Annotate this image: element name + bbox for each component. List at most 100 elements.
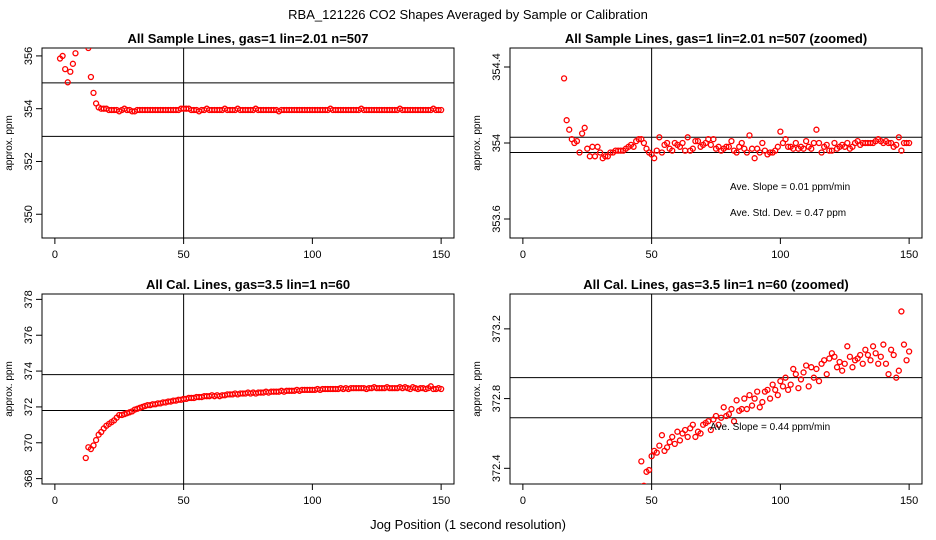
data-point (78, 1, 83, 6)
data-point (630, 143, 637, 150)
data-point (808, 364, 815, 371)
data-point (898, 308, 905, 315)
data-point (733, 397, 740, 404)
data-point (681, 426, 689, 434)
data-point (769, 381, 776, 388)
data-point (730, 418, 738, 425)
x-tick-label: 100 (771, 249, 789, 261)
data-point (756, 404, 763, 411)
data-point (857, 351, 864, 359)
data-point (584, 145, 591, 152)
data-point (759, 398, 766, 406)
data-point (563, 117, 570, 124)
panel-title: All Cal. Lines, gas=3.5 lin=1 n=60 (146, 277, 350, 292)
annotation: Ave. Std. Dev. = 0.47 ppm (730, 208, 846, 219)
data-point (671, 440, 678, 448)
data-point (808, 145, 815, 152)
data-point (882, 360, 890, 367)
data-point (859, 360, 866, 367)
data-point (669, 147, 676, 154)
data-point (743, 405, 751, 413)
data-point (898, 147, 905, 154)
plot-frame (41, 47, 455, 239)
data-point (792, 371, 799, 378)
data-point (728, 137, 735, 145)
data-point (676, 437, 684, 444)
data-point (782, 136, 789, 143)
data-point (885, 371, 892, 378)
x-tick-label: 150 (900, 249, 918, 261)
data-point (810, 139, 817, 147)
y-tick-label: 372 (23, 398, 35, 416)
data-point (893, 141, 900, 149)
panel-title: All Sample Lines, gas=1 lin=2.01 n=507 (128, 31, 369, 46)
data-point (720, 404, 727, 411)
data-point (774, 143, 781, 150)
data-point (87, 73, 95, 81)
data-point (651, 155, 658, 162)
x-tick-label: 0 (52, 249, 58, 261)
data-point (869, 343, 877, 350)
x-tick-label: 0 (52, 495, 58, 507)
data-point (813, 365, 820, 373)
data-point (648, 452, 655, 460)
data-point (802, 362, 810, 369)
data-point (59, 52, 66, 60)
data-point (777, 128, 784, 135)
data-point (581, 124, 588, 131)
plot-frame (509, 293, 923, 485)
data-point (656, 134, 663, 141)
data-point (62, 65, 69, 73)
data-point (591, 153, 599, 160)
data-point (815, 139, 823, 147)
data-point (658, 432, 666, 439)
data-point (748, 145, 756, 152)
data-point (828, 147, 836, 154)
y-tick-label: 356 (23, 47, 35, 65)
data-point (782, 374, 789, 381)
plot-area (42, 1, 454, 238)
data-point (754, 388, 761, 395)
data-point (895, 134, 902, 141)
data-point (666, 439, 673, 446)
panel-4: All Cal. Lines, gas=3.5 lin=1 n=60 (zoom… (472, 277, 923, 507)
data-point (82, 454, 89, 462)
data-point (779, 383, 787, 390)
data-point (903, 139, 910, 147)
data-point (83, 14, 88, 19)
data-point (741, 395, 748, 402)
data-point (823, 371, 830, 378)
data-point (573, 137, 581, 145)
x-tick-label: 100 (303, 249, 321, 261)
data-point (578, 130, 586, 137)
data-point (815, 378, 823, 385)
data-point (69, 60, 77, 67)
annotation: Ave. Slope = 0.01 ppm/min (730, 182, 850, 193)
data-point (738, 139, 745, 147)
y-tick-label: 353.6 (491, 205, 503, 233)
data-point (586, 153, 593, 160)
data-point (707, 426, 714, 434)
data-point (774, 391, 781, 399)
data-point (800, 369, 807, 376)
data-point (692, 137, 699, 145)
panel-1: All Sample Lines, gas=1 lin=2.01 n=507 ap… (4, 1, 455, 261)
data-point (880, 341, 887, 348)
data-point (435, 106, 442, 114)
data-point (905, 139, 913, 147)
data-point (707, 141, 714, 149)
data-point (784, 143, 792, 150)
data-point (872, 350, 879, 357)
data-point (607, 149, 614, 156)
data-point (823, 141, 830, 149)
data-point (790, 365, 797, 373)
data-point (890, 351, 897, 359)
y-tick-label: 354 (491, 134, 503, 152)
data-point (560, 75, 568, 82)
data-point (697, 430, 704, 437)
plot-area (510, 48, 922, 238)
data-point (810, 374, 817, 381)
y-tick-label: 378 (23, 290, 35, 308)
y-tick-label: 354.4 (491, 53, 503, 81)
